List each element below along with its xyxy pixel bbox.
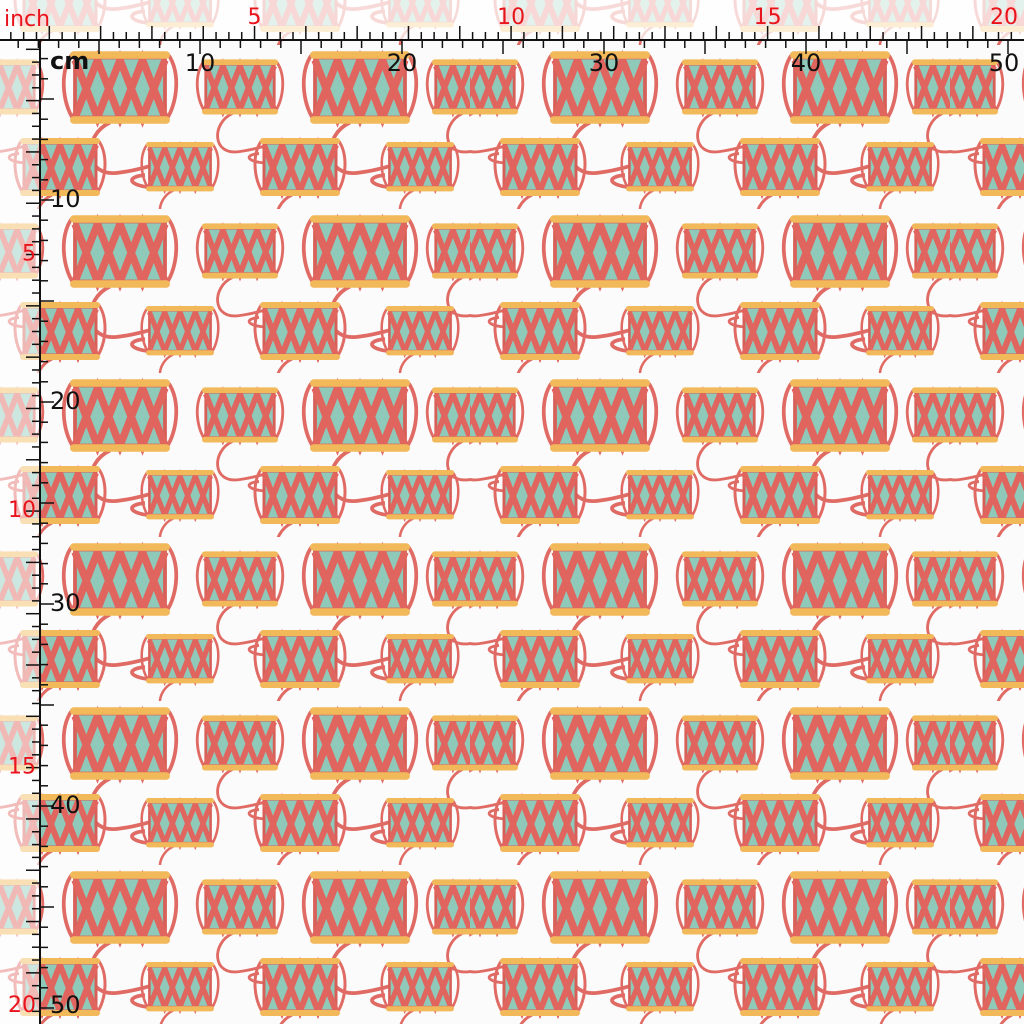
cm-label: 40 — [50, 791, 81, 819]
inch-label: 15 — [8, 755, 36, 780]
cm-label: 20 — [387, 49, 418, 77]
cm-label: 10 — [50, 185, 81, 213]
cm-label: 10 — [185, 49, 216, 77]
left-ruler — [0, 40, 40, 1024]
cm-label: 20 — [50, 387, 81, 415]
top-ruler — [0, 0, 1024, 40]
cm-unit: cm — [50, 47, 89, 75]
inch-label: 15 — [754, 5, 782, 30]
inch-label: 5 — [22, 242, 36, 267]
inch-label: 10 — [8, 498, 36, 523]
cm-label: 50 — [989, 49, 1020, 77]
cm-label: 30 — [50, 589, 81, 617]
cm-label: 50 — [50, 991, 81, 1019]
inch-unit: inch — [4, 7, 50, 32]
inch-label: 10 — [497, 5, 525, 30]
cm-label: 30 — [589, 49, 620, 77]
cm-label: 40 — [791, 49, 822, 77]
inch-label: 5 — [248, 5, 262, 30]
inch-label: 20 — [8, 993, 36, 1018]
inch-label: 20 — [990, 5, 1018, 30]
